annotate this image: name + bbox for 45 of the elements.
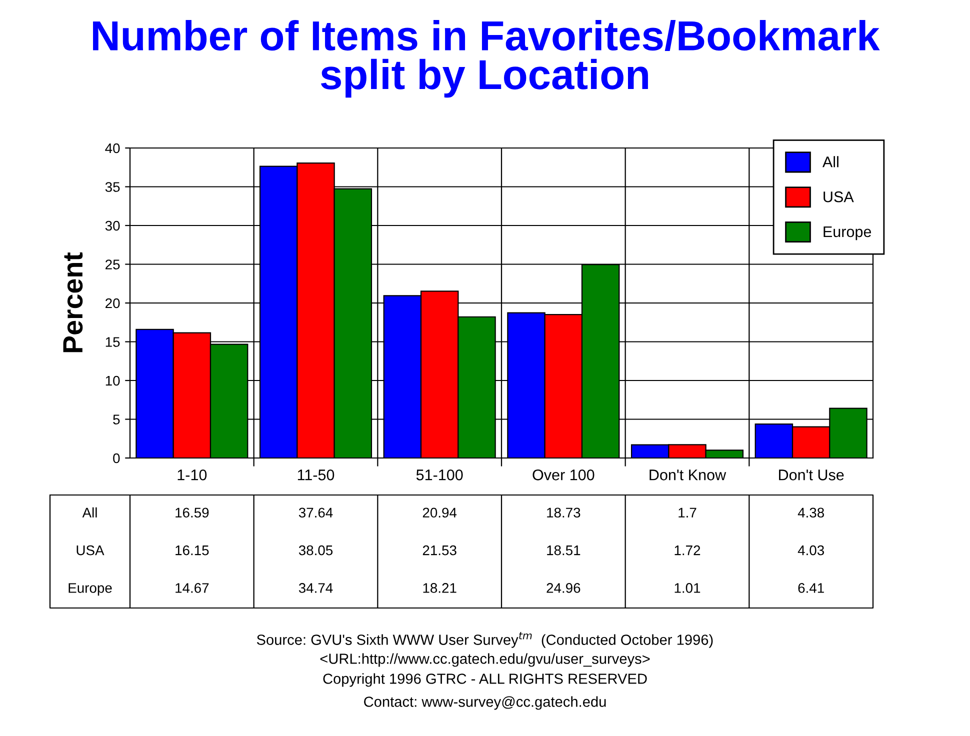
text: Contact: www-survey@cc.gatech.edu [364, 696, 606, 710]
data-label: 1.01 [674, 583, 700, 593]
data-label: 24.96 [546, 583, 580, 593]
x-tick-label: 11-50 [298, 470, 334, 480]
data-label: 16.59 [176, 508, 209, 518]
x-tick-label: Don't Use [779, 470, 844, 480]
y-tick-label: 15 [106, 337, 120, 347]
chart-title: Number of Items in Favorites/Bookmark split by Location [93, 20, 880, 98]
x-tick-label: 51-100 [416, 470, 463, 480]
data-label: 37.64 [298, 508, 333, 518]
y-tick-label: 20 [106, 298, 120, 308]
data-label: 20.94 [422, 508, 457, 518]
y-tick-label: 30 [105, 220, 120, 231]
legend-label: Europe [824, 226, 872, 240]
y-tick-label: 10 [106, 376, 120, 386]
source-note: Source: GVU's Sixth WWW User Survey$^{tm}$ (Conducted October 1996) [256, 632, 713, 648]
text: Europe [68, 583, 112, 596]
y-tick-label: 40 [105, 143, 120, 154]
data-label: 18.51 [547, 545, 580, 556]
data-label: 18.21 [423, 583, 456, 593]
data-label: 6.41 [798, 583, 824, 593]
text: Copyright 1996 GTRC - ALL RIGHTS RESERVED [323, 673, 647, 687]
text: <URL:http://www.cc.gatech.edu/gvu/user_surveys> [320, 653, 650, 667]
y-tick-label: 25 [106, 260, 120, 270]
data-label: 34.74 [298, 583, 333, 593]
y-tick-label: 5 [113, 414, 120, 424]
legend-label: All [822, 156, 838, 168]
text: USA [76, 545, 104, 556]
data-label: 14.67 [176, 583, 209, 593]
data-label: 16.15 [176, 545, 209, 556]
data-label: 1.72 [674, 545, 700, 556]
text: All [82, 507, 97, 518]
data-label: 1.7 [678, 508, 696, 518]
x-tick-label: 1-10 [178, 470, 207, 480]
data-label: 4.03 [798, 545, 824, 556]
y-axis-title: Percent [63, 252, 83, 352]
data-label: 18.73 [547, 508, 580, 518]
y-tick-label: 0 [113, 453, 120, 464]
data-label: 21.53 [422, 545, 456, 556]
data-label: 38.05 [298, 545, 333, 556]
data-label: 4.38 [798, 508, 824, 518]
x-tick-label: Don't Know [650, 470, 726, 480]
legend-label: USA [824, 191, 854, 202]
y-tick-label: 35 [105, 182, 120, 192]
x-tick-label: Over 100 [532, 470, 594, 480]
